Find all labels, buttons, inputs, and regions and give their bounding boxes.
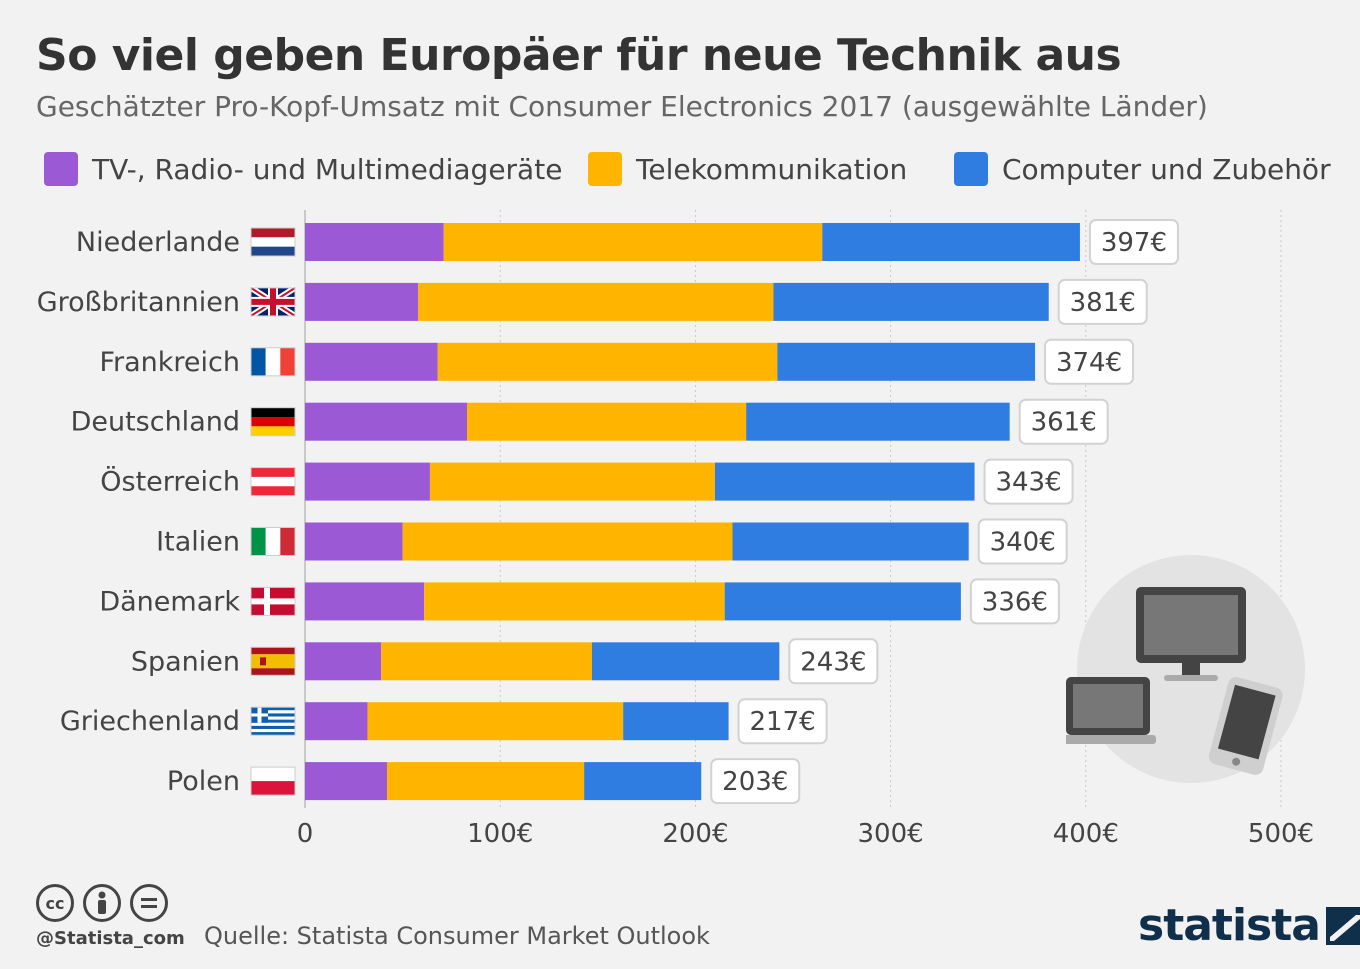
bar-segment [584, 762, 702, 801]
total-label-box [1018, 398, 1109, 445]
bar-segment [305, 522, 403, 561]
bar-segment [305, 223, 444, 261]
x-tick-label: 100€ [467, 819, 533, 849]
category-label: Griechenland [60, 706, 240, 737]
legend-swatch-tv [44, 152, 78, 186]
flag-icon [250, 586, 296, 616]
total-label-box [788, 638, 879, 685]
x-tick-label: 500€ [1248, 819, 1314, 849]
equals-icon [130, 884, 168, 922]
bar-segment [777, 342, 1036, 381]
legend-swatch-computer [954, 152, 988, 186]
bar-segment [305, 642, 382, 681]
bar-segment [305, 702, 368, 741]
category-label: Niederlande [76, 227, 240, 258]
legend-label-telecom: Telekommunikation [636, 152, 908, 186]
bar-segment [443, 223, 823, 261]
total-label-box [1057, 278, 1148, 325]
flag-icon [250, 646, 296, 676]
flag-icon [250, 227, 296, 257]
bar-segment [437, 342, 778, 381]
bar-segment [773, 282, 1049, 321]
license-icons: cc [36, 884, 168, 922]
chart-title: So viel geben Europäer für neue Technik … [36, 30, 1122, 81]
flag-icon [250, 347, 296, 377]
bar-segment [305, 342, 438, 381]
total-label: 381€ [1070, 288, 1136, 318]
total-label: 374€ [1056, 348, 1122, 378]
total-label-box [977, 518, 1068, 565]
legend-label-computer: Computer und Zubehör [1002, 152, 1331, 186]
legend: TV-, Radio- und Multimediageräte Telekom… [44, 152, 1331, 196]
bar-segment [418, 282, 774, 321]
legend-item-computer: Computer und Zubehör [954, 152, 1331, 186]
flag-icon [249, 285, 297, 319]
bar-segment [381, 642, 592, 681]
statista-handle: @Statista_com [36, 928, 185, 949]
bar-segment [724, 582, 961, 621]
flag-icon [250, 407, 296, 437]
total-label-box [710, 758, 801, 805]
bar-segment [424, 582, 725, 621]
legend-swatch-telecom [588, 152, 622, 186]
chart-subtitle: Geschätzter Pro-Kopf-Umsatz mit Consumer… [36, 90, 1208, 123]
x-tick-label: 0 [297, 819, 314, 849]
legend-label-tv: TV-, Radio- und Multimediageräte [92, 152, 563, 186]
x-tick-label: 400€ [1053, 819, 1119, 849]
bar-segment [305, 582, 425, 621]
category-label: Deutschland [71, 407, 240, 438]
total-label: 203€ [722, 767, 788, 797]
bar-segment [305, 402, 468, 441]
x-tick-label: 200€ [662, 819, 728, 849]
bar-segment [429, 462, 715, 501]
legend-item-tv: TV-, Radio- und Multimediageräte [44, 152, 562, 186]
x-tick-label: 300€ [858, 819, 924, 849]
total-label-box [1088, 219, 1179, 265]
legend-item-telecom: Telekommunikation [588, 152, 907, 186]
total-label-box [969, 578, 1060, 625]
category-label: Dänemark [99, 586, 240, 617]
bar-segment [386, 762, 585, 801]
total-label: 361€ [1031, 408, 1097, 438]
bar-segment [714, 462, 975, 501]
category-label: Großbritannien [37, 287, 240, 318]
total-label-box [737, 698, 828, 745]
total-label: 340€ [990, 528, 1056, 558]
category-label: Polen [167, 766, 240, 797]
bar-segment [591, 642, 780, 681]
bar-segment [467, 402, 747, 441]
total-label: 397€ [1101, 228, 1167, 258]
bar-segment [402, 522, 733, 561]
flag-icon [250, 706, 296, 736]
bar-segment [732, 522, 969, 561]
source-note: Quelle: Statista Consumer Market Outlook [204, 922, 710, 950]
bar-segment [746, 402, 1010, 441]
cc-icon: cc [36, 884, 74, 922]
category-label: Spanien [131, 646, 240, 677]
total-label: 336€ [982, 587, 1048, 617]
bar-segment [367, 702, 624, 741]
statista-logo-text: statista [1138, 900, 1321, 951]
bar-chart: 0 100€ 200€ 300€ 400€ 500€ Niederlande 397€ Groß… [37, 210, 1314, 849]
total-label-box [983, 458, 1074, 505]
statista-logo-mark-icon [1325, 906, 1360, 945]
category-label: Österreich [100, 466, 240, 498]
statista-logo: statista [1138, 900, 1360, 951]
devices-illustration [1066, 555, 1305, 783]
bar-segment [623, 702, 729, 741]
bar-segment [305, 282, 419, 321]
total-label: 243€ [800, 647, 866, 677]
total-label-box [1044, 338, 1135, 385]
category-label: Frankreich [99, 347, 240, 378]
bar-segment [822, 223, 1080, 261]
total-label: 343€ [995, 468, 1061, 498]
total-label: 217€ [749, 707, 815, 737]
person-icon [83, 884, 121, 922]
bar-segment [305, 462, 430, 501]
bar-segment [305, 762, 387, 801]
category-label: Italien [156, 527, 240, 558]
flag-icon [250, 467, 296, 497]
flag-icon [250, 766, 296, 796]
flag-icon [250, 527, 296, 556]
